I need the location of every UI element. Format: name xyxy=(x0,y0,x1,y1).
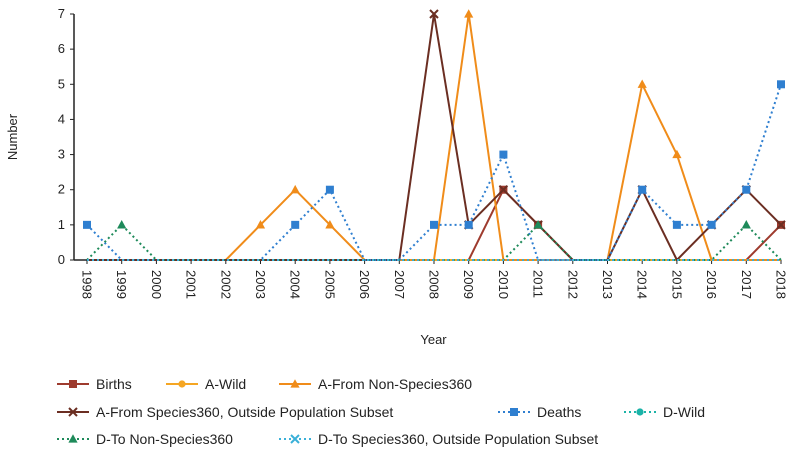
data-point xyxy=(638,185,647,194)
series-line xyxy=(86,83,782,261)
legend-marker xyxy=(290,379,300,388)
legend-marker xyxy=(178,380,186,388)
y-tick-label: 5 xyxy=(58,76,65,91)
y-tick-label: 2 xyxy=(58,182,65,197)
x-tick-label: 2015 xyxy=(669,270,684,299)
x-tick-label: 2007 xyxy=(392,270,407,299)
y-tick-label: 0 xyxy=(58,252,65,267)
legend-label: Births xyxy=(96,376,132,392)
x-tick-label: 2011 xyxy=(531,270,546,298)
data-point xyxy=(777,80,785,89)
data-point xyxy=(741,220,751,229)
legend-label: A-From Species360, Outside Population Su… xyxy=(96,404,393,420)
x-tick-label: 2000 xyxy=(149,270,164,299)
plot-area xyxy=(83,9,786,261)
x-tick-label: 2003 xyxy=(253,270,268,299)
x-tick-label: 2001 xyxy=(184,270,199,299)
x-tick-label: 2002 xyxy=(218,270,233,299)
y-tick-label: 6 xyxy=(58,41,65,56)
legend-item: Deaths xyxy=(498,404,581,420)
data-point xyxy=(776,220,786,230)
data-point xyxy=(464,220,473,229)
y-tick-label: 1 xyxy=(58,217,65,232)
data-point xyxy=(325,185,334,194)
legend-label: A-Wild xyxy=(205,376,246,392)
x-tick-label: 2016 xyxy=(704,270,719,299)
data-point xyxy=(429,9,439,19)
legend-item: A-Wild xyxy=(166,376,246,392)
data-point xyxy=(117,220,127,229)
data-point xyxy=(290,184,300,194)
data-point xyxy=(291,220,300,229)
y-tick-label: 3 xyxy=(58,147,65,162)
legend-marker xyxy=(636,408,644,416)
x-tick-label: 2004 xyxy=(288,270,303,299)
legend-marker xyxy=(69,380,77,388)
x-tick-label: 2017 xyxy=(739,270,754,299)
legend-marker xyxy=(290,434,300,444)
y-tick-label: 4 xyxy=(58,111,65,126)
legend-label: D-To Species360, Outside Population Subs… xyxy=(318,431,598,447)
legend: Births A-Wild A-From Non-Species360 A-From … xyxy=(57,376,705,447)
data-point xyxy=(707,220,716,229)
x-tick-label: 2008 xyxy=(427,270,442,299)
x-tick-label: 1999 xyxy=(114,270,129,299)
legend-label: A-From Non-Species360 xyxy=(318,376,472,392)
legend-item: D-To Non-Species360 xyxy=(57,431,233,447)
x-tick-label: 2014 xyxy=(635,270,650,299)
x-tick-label: 2005 xyxy=(322,270,337,299)
y-axis-ticks: 0 1 2 3 4 5 6 7 xyxy=(58,6,74,267)
x-tick-label: 2018 xyxy=(774,270,789,299)
data-point xyxy=(255,220,266,229)
x-tick-label: 2010 xyxy=(496,270,511,299)
x-tick-label: 2009 xyxy=(461,270,476,299)
legend-item: Births xyxy=(57,376,132,392)
legend-marker xyxy=(68,434,78,443)
data-point xyxy=(672,149,682,159)
legend-item: D-Wild xyxy=(624,404,705,420)
x-tick-label: 2012 xyxy=(565,270,580,299)
legend-label: D-Wild xyxy=(663,404,705,420)
data-point xyxy=(742,185,751,194)
data-point xyxy=(464,9,474,18)
series-deaths xyxy=(83,80,785,261)
data-point xyxy=(637,79,647,88)
data-point xyxy=(430,220,438,229)
legend-item: D-To Species360, Outside Population Subs… xyxy=(279,431,598,447)
y-axis-title: Number xyxy=(5,113,20,160)
data-point xyxy=(533,220,543,229)
legend-marker xyxy=(68,407,78,417)
legend-item: A-From Non-Species360 xyxy=(279,376,472,392)
legend-label: Deaths xyxy=(537,404,581,420)
data-point xyxy=(498,185,509,195)
x-tick-label: 2013 xyxy=(600,270,615,299)
data-point xyxy=(672,220,681,229)
x-axis-ticks: 1998 1999 2000 2001 2002 2003 2004 2005 2006 2007… xyxy=(80,260,789,299)
x-axis-title: Year xyxy=(420,332,447,347)
data-point xyxy=(325,220,335,229)
legend-item: A-From Species360, Outside Population Su… xyxy=(57,404,393,420)
x-tick-label: 1998 xyxy=(80,270,95,299)
legend-marker xyxy=(510,408,518,416)
y-tick-label: 7 xyxy=(58,6,65,21)
data-point xyxy=(83,220,91,229)
x-tick-label: 2006 xyxy=(357,270,372,299)
legend-label: D-To Non-Species360 xyxy=(96,431,233,447)
data-point xyxy=(499,150,508,159)
